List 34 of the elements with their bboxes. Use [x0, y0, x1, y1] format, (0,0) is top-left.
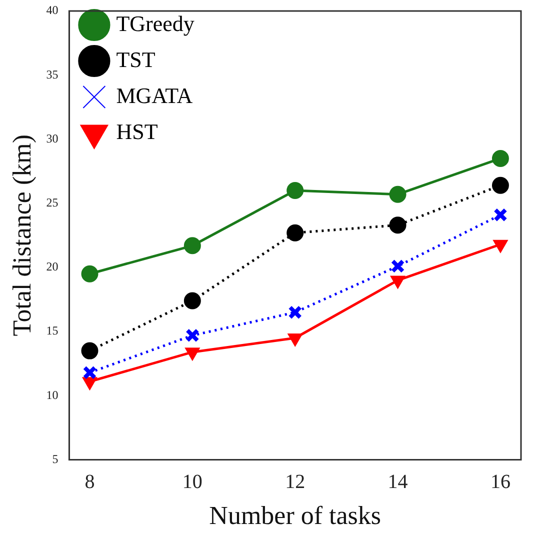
point — [81, 342, 98, 360]
y-tick-label: 35 — [46, 67, 58, 82]
point — [185, 328, 200, 342]
point — [389, 186, 406, 203]
point — [286, 182, 304, 200]
y-axis-title: Total distance (km) — [7, 134, 36, 336]
x-tick-label: 14 — [388, 471, 408, 494]
point — [492, 150, 509, 167]
point — [184, 237, 201, 254]
y-tick-label: 5 — [52, 452, 58, 466]
point — [288, 305, 302, 320]
y-tick-label: 20 — [46, 260, 58, 274]
y-tick-label: 15 — [46, 324, 58, 338]
x-axis-title: Number of tasks — [209, 501, 382, 530]
y-tick-label: 10 — [46, 388, 58, 402]
point — [286, 224, 304, 242]
x-tick-label: 12 — [285, 471, 306, 494]
point — [81, 265, 98, 282]
point — [492, 176, 509, 194]
point — [494, 208, 508, 222]
point — [389, 216, 406, 234]
x-tick-label: 8 — [84, 471, 95, 494]
legend-label: HST — [116, 118, 158, 144]
point — [82, 366, 97, 380]
y-tick-label: 25 — [46, 196, 58, 210]
legend-label: TST — [116, 46, 156, 72]
legend-label: TGreedy — [116, 10, 194, 36]
y-tick-label: 40 — [46, 3, 58, 18]
x-tick-label: 10 — [182, 471, 202, 494]
point — [184, 292, 201, 310]
legend-label: MGATA — [116, 82, 193, 108]
x-tick-label: 16 — [490, 471, 510, 494]
point — [390, 259, 405, 274]
y-tick-label: 30 — [46, 131, 58, 146]
